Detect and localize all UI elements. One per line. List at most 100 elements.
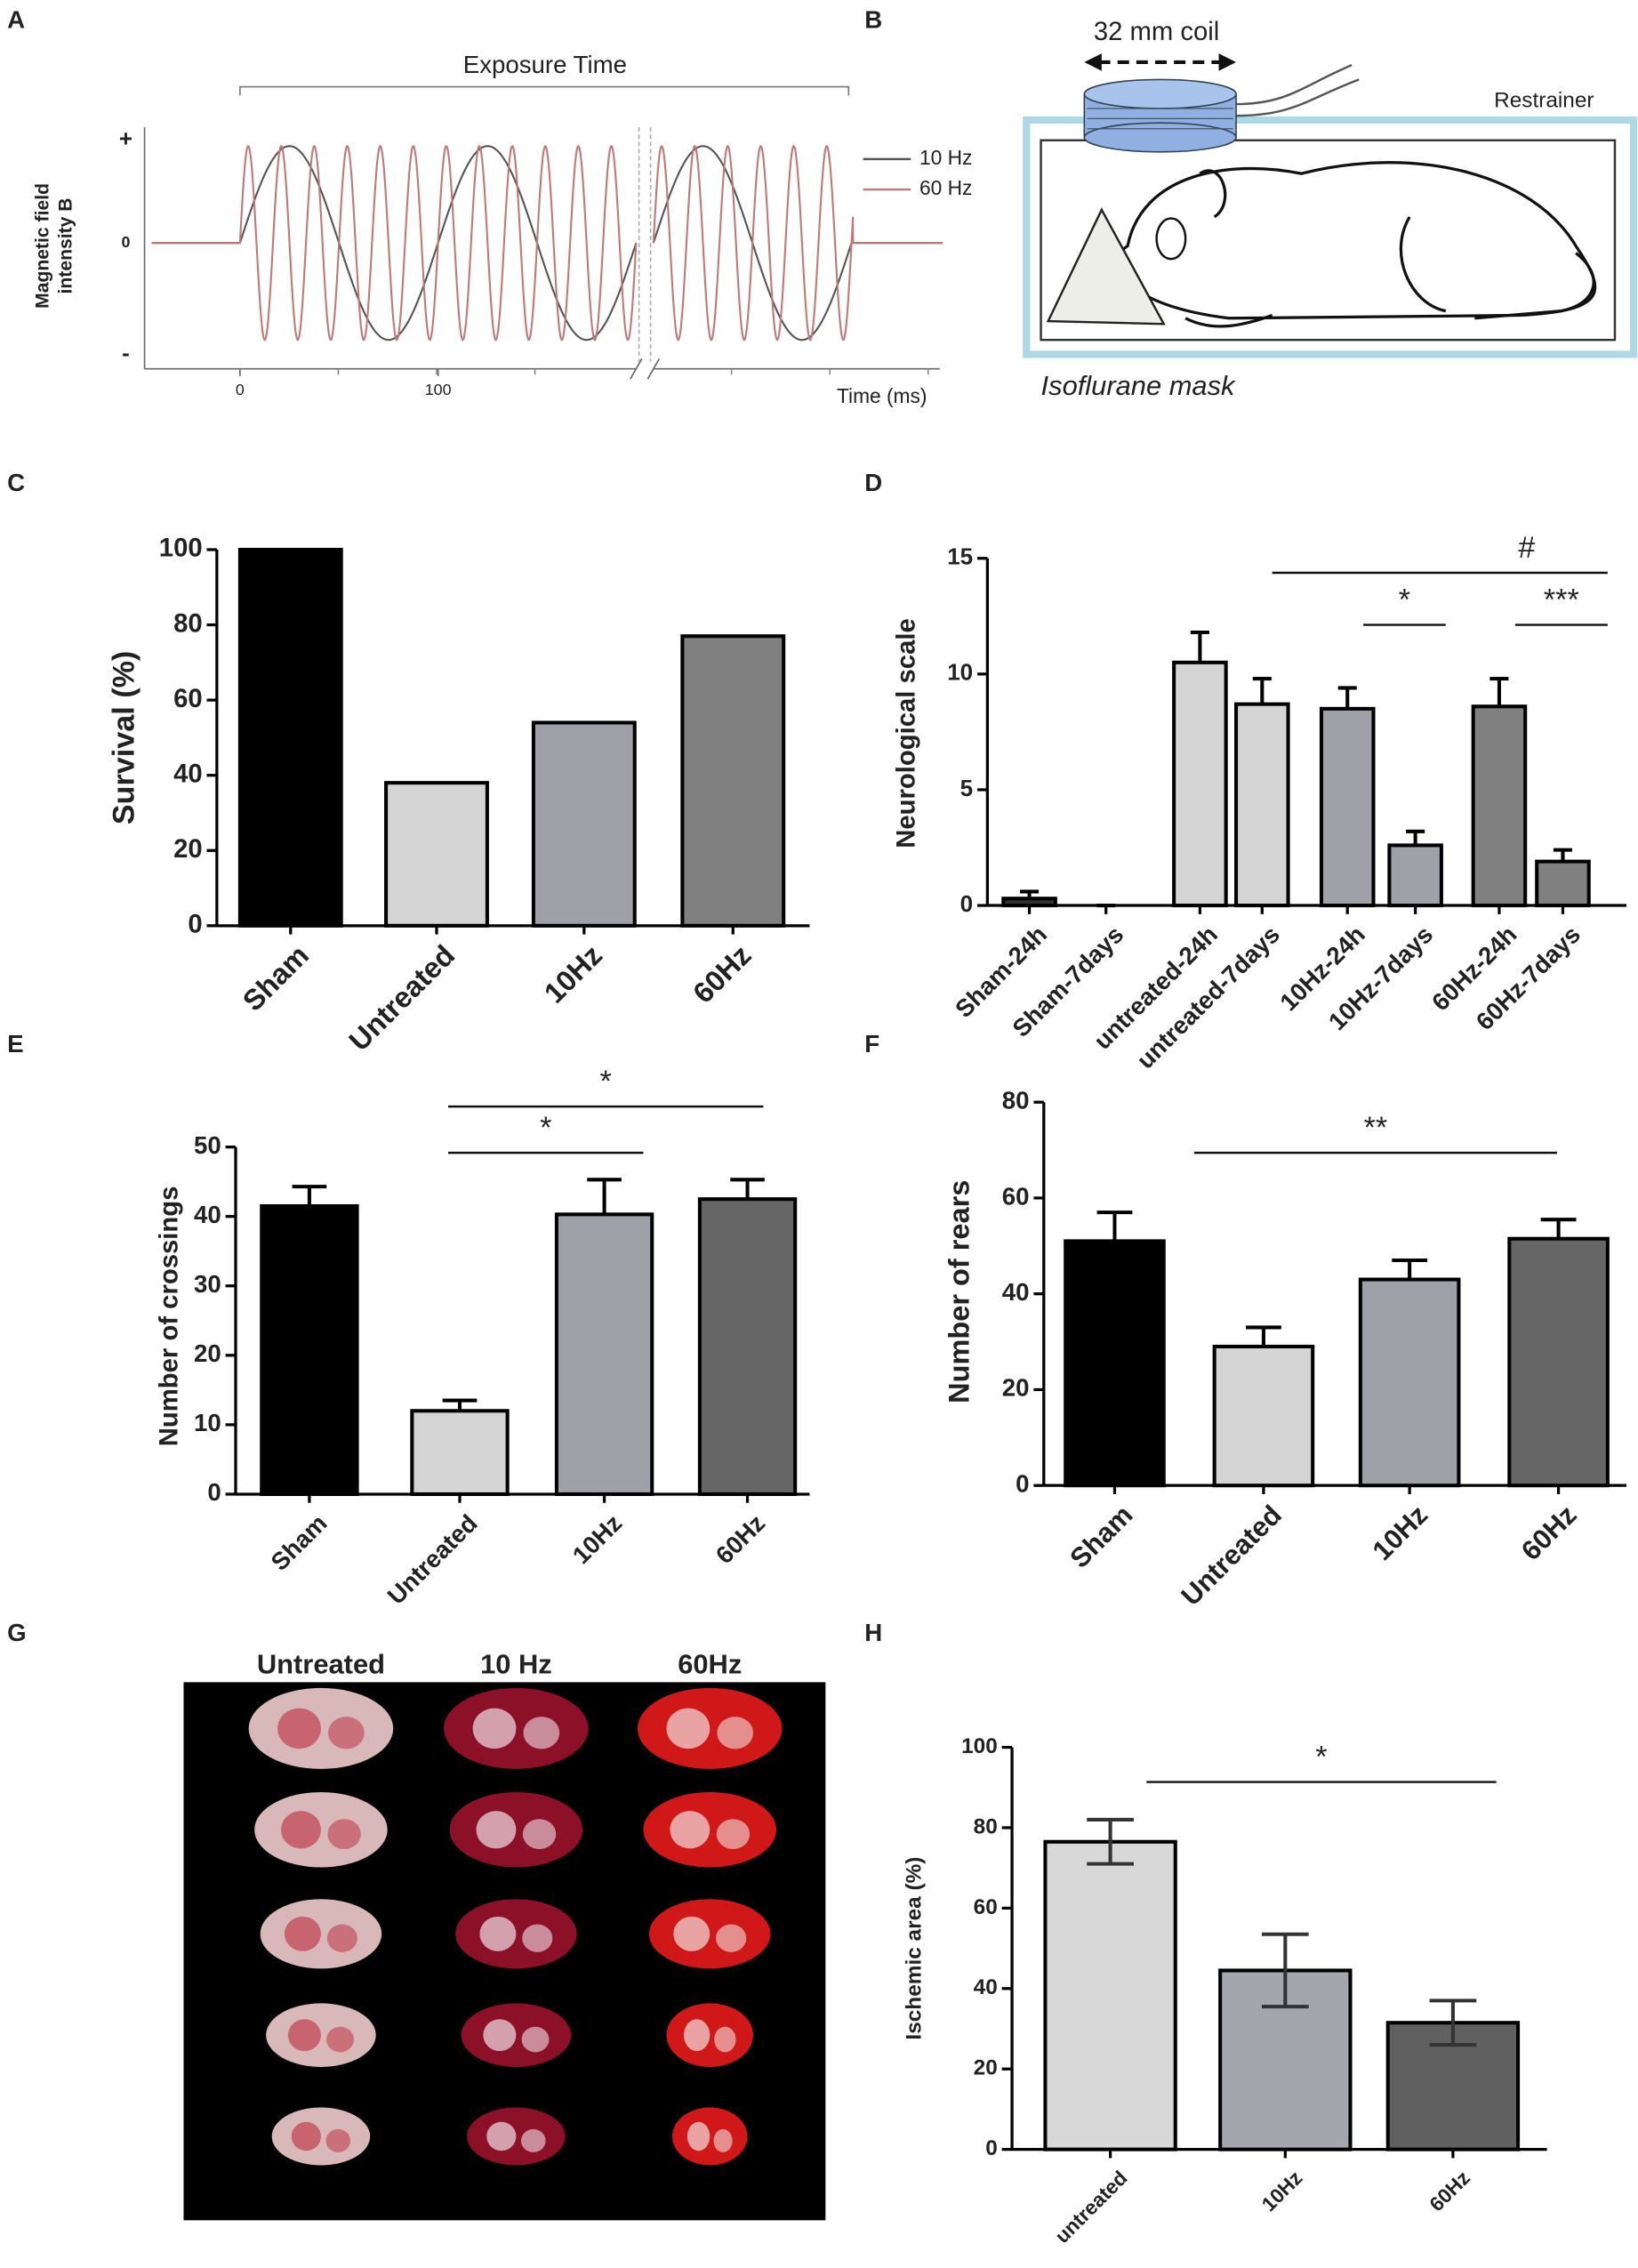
y-tick-label: 100 bbox=[159, 535, 203, 563]
mouse-details bbox=[1184, 169, 1595, 328]
x-tick-label: Untreated bbox=[382, 1509, 483, 1610]
bar bbox=[1358, 1277, 1461, 1488]
error-bar bbox=[442, 1398, 478, 1411]
y-axis-label: Ischemic area (%) bbox=[903, 1857, 927, 2040]
y-tick-label: 20 bbox=[194, 1339, 221, 1367]
error-bar bbox=[1392, 1258, 1428, 1280]
error-bar bbox=[1252, 677, 1272, 704]
error-bar bbox=[1190, 630, 1209, 663]
error-bar bbox=[1337, 686, 1357, 709]
bar bbox=[260, 1203, 359, 1496]
panel-letter: E bbox=[7, 1030, 23, 1058]
error-bar bbox=[1553, 848, 1572, 862]
y-axis-label: Neurological scale bbox=[893, 618, 921, 848]
slice-detail bbox=[277, 1708, 321, 1749]
y-tick-label: 15 bbox=[947, 543, 973, 570]
bar bbox=[1507, 1236, 1610, 1488]
y-tick-label: 80 bbox=[173, 609, 203, 638]
bar bbox=[1064, 1239, 1166, 1488]
x-tick-label: 0 bbox=[236, 381, 245, 398]
x-tick-label: Untreated bbox=[1175, 1499, 1288, 1612]
y-tick-label: 0 bbox=[207, 1478, 221, 1506]
coil-windings bbox=[1087, 108, 1233, 130]
slice-detail bbox=[479, 1916, 517, 1951]
mask-label: Isoflurane mask bbox=[1041, 370, 1236, 401]
slice-detail bbox=[472, 1708, 517, 1749]
significance-mark: * bbox=[1315, 1741, 1327, 1774]
bar bbox=[1043, 1839, 1177, 2151]
x-tick-label: Untreated bbox=[343, 939, 462, 1058]
panel-letter: C bbox=[7, 469, 25, 496]
y-tick-label: 40 bbox=[1002, 1278, 1030, 1306]
wave bbox=[151, 144, 943, 342]
slice-detail bbox=[521, 2026, 550, 2053]
error-bar bbox=[1540, 1218, 1577, 1239]
slice-detail bbox=[326, 1924, 357, 1952]
y-tick-label: 0 bbox=[985, 2136, 998, 2160]
y-tick-label: 40 bbox=[974, 1975, 998, 1999]
significance-mark: # bbox=[1518, 531, 1535, 565]
y-tick-label: + bbox=[119, 125, 132, 152]
slice-detail bbox=[523, 1717, 560, 1749]
bar bbox=[680, 634, 786, 928]
column-label: 10 Hz bbox=[480, 1649, 552, 1680]
legend-label: 10 Hz bbox=[919, 146, 972, 169]
legend-label: 60 Hz bbox=[919, 176, 972, 199]
slice-detail bbox=[522, 1924, 553, 1952]
slice-detail bbox=[713, 2128, 733, 2152]
x-tick-label: 60Hz bbox=[1515, 1499, 1583, 1566]
slice-detail bbox=[483, 2019, 517, 2052]
x-tick-label: 60Hz bbox=[711, 1509, 771, 1570]
error-bar bbox=[1096, 1210, 1133, 1242]
slice-detail bbox=[486, 2121, 517, 2151]
y-tick-label: 60 bbox=[1002, 1182, 1030, 1210]
y-tick-label: 5 bbox=[960, 775, 973, 801]
slice-detail bbox=[522, 1819, 557, 1850]
brain-slice bbox=[254, 1791, 388, 1868]
bar bbox=[1471, 704, 1528, 908]
restrainer-label: Restrainer bbox=[1494, 88, 1594, 112]
exposure-label: Exposure Time bbox=[463, 51, 627, 78]
bar bbox=[531, 720, 637, 928]
x-tick-label: 100 bbox=[425, 381, 452, 398]
y-tick-label: 80 bbox=[1002, 1087, 1030, 1114]
significance-mark: *** bbox=[1544, 583, 1579, 617]
bar bbox=[1001, 897, 1057, 908]
significance-mark: ** bbox=[1364, 1111, 1388, 1145]
restrainer-outer bbox=[1023, 116, 1638, 358]
x-tick-label: 10Hz bbox=[567, 1509, 628, 1570]
panel-letter: B bbox=[864, 6, 882, 34]
column-label: 60Hz bbox=[678, 1649, 742, 1680]
x-tick-label: untreated bbox=[1050, 2166, 1132, 2248]
slice-detail bbox=[287, 2019, 321, 2052]
slice-detail bbox=[687, 2121, 711, 2151]
coil-top bbox=[1083, 78, 1237, 109]
bar bbox=[1212, 1344, 1315, 1488]
axis-break bbox=[630, 358, 661, 380]
x-tick-label: 10Hz bbox=[1257, 2166, 1306, 2216]
x-tick-label: 60Hz bbox=[1425, 2166, 1474, 2216]
y-tick-label: 0 bbox=[1016, 1469, 1029, 1497]
y-tick-label: 60 bbox=[974, 1895, 998, 1919]
error-bar bbox=[1489, 677, 1509, 707]
bar bbox=[697, 1197, 798, 1496]
slice-detail bbox=[717, 1717, 754, 1749]
brain-slice bbox=[260, 1899, 382, 1969]
bar bbox=[1172, 660, 1228, 908]
coil-label: 32 mm coil bbox=[1094, 18, 1219, 46]
y-axis-label: intensity B bbox=[55, 197, 76, 294]
slice-detail bbox=[476, 1811, 517, 1849]
exposure-bracket bbox=[239, 85, 850, 96]
bar bbox=[1535, 859, 1591, 908]
y-tick-label: 60 bbox=[173, 685, 203, 713]
y-axis-label: Number of crossings bbox=[156, 1186, 184, 1447]
y-axis-label: Magnetic field bbox=[32, 183, 52, 309]
y-axis-label: Survival (%) bbox=[107, 651, 141, 824]
bar bbox=[1234, 702, 1290, 908]
y-tick-label: 20 bbox=[173, 835, 203, 864]
y-tick-label: 40 bbox=[194, 1201, 221, 1228]
wave bbox=[151, 145, 943, 342]
y-tick-label: 20 bbox=[974, 2056, 998, 2080]
significance-mark: * bbox=[1399, 583, 1410, 617]
y-tick-label: 10 bbox=[947, 659, 973, 686]
